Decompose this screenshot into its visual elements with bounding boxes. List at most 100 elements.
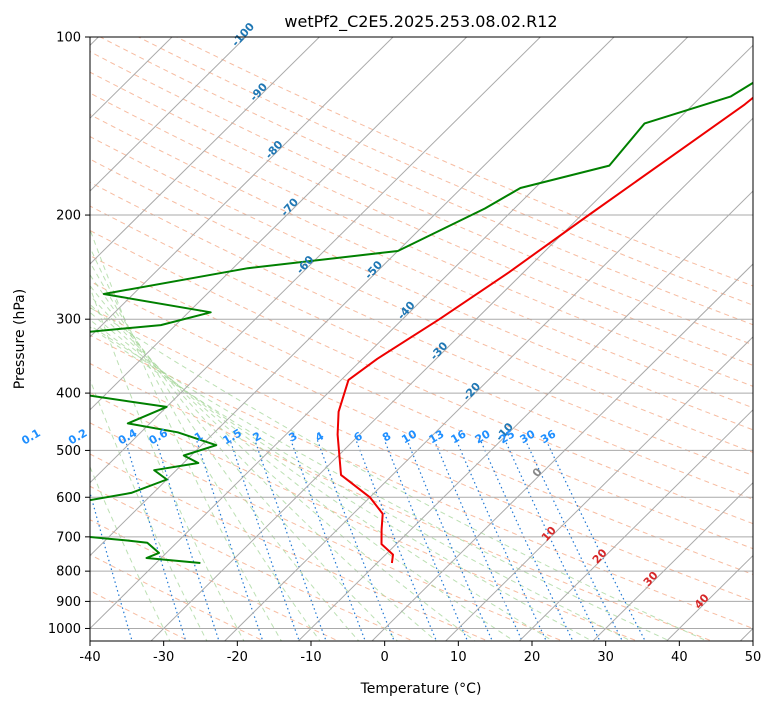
moist-adiabat <box>90 284 438 641</box>
x-tick-label: 10 <box>450 650 467 665</box>
isotherm <box>90 37 173 119</box>
isotherm <box>297 190 753 641</box>
dry-adiabat <box>90 280 753 576</box>
dry-adiabat <box>137 37 753 306</box>
dry-adiabat <box>90 51 753 346</box>
grid-lines <box>90 37 753 641</box>
isotherm-label: 10 <box>539 524 559 544</box>
y-tick-label: 800 <box>56 565 81 580</box>
mixing-ratio-label: 20 <box>473 427 493 446</box>
moist-adiabat <box>90 311 554 641</box>
chart-title: wetPf2_C2E5.2025.253.08.02.R12 <box>284 12 557 32</box>
isotherm <box>90 37 394 338</box>
isotherm <box>665 554 753 641</box>
mixing-ratio-label: 2 <box>250 429 263 444</box>
isotherm-label: 40 <box>692 591 712 611</box>
y-tick-label: 1000 <box>48 622 81 637</box>
x-tick-label: -10 <box>300 650 321 665</box>
x-tick-label: 40 <box>671 650 688 665</box>
isotherm <box>592 481 753 641</box>
x-tick-label: 30 <box>597 650 614 665</box>
mixing-ratio-label: 36 <box>538 427 558 446</box>
plot-frame <box>89 36 754 642</box>
isotherm <box>371 263 753 641</box>
dry-adiabat <box>90 553 265 641</box>
mixing-ratio-line <box>355 439 438 641</box>
mixing-ratio-line <box>455 439 547 641</box>
profile-lines <box>90 81 753 564</box>
y-tick-label: 700 <box>56 530 81 545</box>
mixing-ratio-label: 16 <box>449 427 469 446</box>
mixing-ratio-line <box>254 439 327 641</box>
dry-adiabat <box>90 181 753 477</box>
moist-adiabat <box>90 285 245 641</box>
dry-adiabat <box>90 229 753 525</box>
isotherm-label: -30 <box>428 339 451 363</box>
x-axis-ticks: -40 -30 -20 -10 0 10 20 30 40 50 <box>79 641 761 665</box>
moist-adiabat <box>90 228 282 641</box>
dry-adiabat <box>90 392 639 641</box>
y-tick-label: 400 <box>56 387 81 402</box>
moist-adiabat <box>90 303 515 641</box>
mixing-ratio-label: 8 <box>380 429 393 444</box>
isotherm <box>90 37 542 484</box>
mixing-ratio-label: 30 <box>518 427 538 446</box>
y-axis-ticks: 100 200 300 400 500 600 700 800 900 1000 <box>48 31 90 637</box>
x-tick-label: 20 <box>524 650 541 665</box>
isotherm <box>90 37 321 265</box>
isotherm <box>518 409 753 641</box>
mixing-ratio-line <box>504 439 601 641</box>
dry-adiabat <box>90 254 753 550</box>
y-tick-label: 100 <box>56 31 81 46</box>
isotherm-label: -50 <box>362 258 385 282</box>
mixing-ratio-label: 1.5 <box>221 426 244 447</box>
y-tick-label: 200 <box>56 209 81 224</box>
isotherm-label: 20 <box>590 546 610 566</box>
mixing-ratio-label: 3 <box>287 429 300 444</box>
moist-adiabat <box>90 246 321 641</box>
isotherm-label: -40 <box>395 299 418 323</box>
y-axis-label: Pressure (hPa) <box>12 289 28 389</box>
dry-adiabat <box>175 37 753 287</box>
mixing-ratio-label: 0.1 <box>19 426 42 447</box>
mixing-ratio-line <box>155 439 220 641</box>
isotherm <box>150 44 753 641</box>
moist-adiabat <box>90 306 709 641</box>
x-tick-label: 50 <box>745 650 762 665</box>
dry-adiabat <box>90 92 753 387</box>
moist-adiabat <box>90 261 360 641</box>
isotherm-label: -80 <box>263 138 286 162</box>
dry-adiabat <box>90 485 415 641</box>
mixing-ratio-line <box>545 439 646 641</box>
moist-adiabat <box>90 324 671 641</box>
y-tick-label: 600 <box>56 491 81 506</box>
isotherm-label: -60 <box>294 253 317 277</box>
mixing-ratio-label: 0.4 <box>116 426 140 447</box>
x-tick-label: -30 <box>153 650 174 665</box>
mixing-ratio-line <box>479 439 574 641</box>
y-tick-label: 300 <box>56 313 81 328</box>
isotherm <box>90 37 689 630</box>
mixing-ratio-line <box>316 439 395 641</box>
dry-adiabat <box>90 453 490 641</box>
dry-adiabat <box>90 71 753 366</box>
x-tick-label: -40 <box>79 650 100 665</box>
isotherm-label: -100 <box>229 20 257 49</box>
isotherm <box>444 336 753 641</box>
isotherm <box>223 117 753 641</box>
isotherm <box>90 37 468 411</box>
isotherm <box>90 37 615 557</box>
y-tick-label: 900 <box>56 595 81 610</box>
dry-adiabat <box>90 307 753 602</box>
mixing-ratio-label: 10 <box>399 427 419 446</box>
moist-adiabat <box>90 319 594 641</box>
mixing-ratio-line <box>406 439 493 641</box>
dry-adiabat <box>90 114 753 409</box>
mixing-ratio-line <box>524 439 624 641</box>
mixing-ratio-line <box>433 439 523 641</box>
dry-adiabat <box>99 37 753 326</box>
moist-adiabat <box>90 378 208 641</box>
moist-adiabat <box>90 274 399 641</box>
x-axis-label: Temperature (°C) <box>360 681 482 697</box>
